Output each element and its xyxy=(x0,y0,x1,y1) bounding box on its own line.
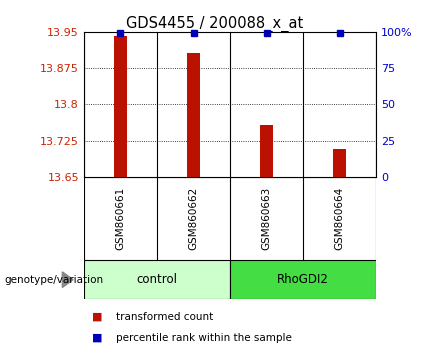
Text: ■: ■ xyxy=(92,312,103,322)
Text: control: control xyxy=(136,273,178,286)
Text: genotype/variation: genotype/variation xyxy=(4,275,104,285)
Text: GDS4455 / 200088_x_at: GDS4455 / 200088_x_at xyxy=(126,16,304,32)
Bar xyxy=(187,53,200,177)
Bar xyxy=(333,149,346,177)
Text: GSM860662: GSM860662 xyxy=(188,187,199,250)
Bar xyxy=(260,125,273,177)
Text: percentile rank within the sample: percentile rank within the sample xyxy=(116,333,292,343)
Text: transformed count: transformed count xyxy=(116,312,213,322)
Text: GSM860664: GSM860664 xyxy=(335,187,345,250)
Bar xyxy=(230,260,376,299)
Polygon shape xyxy=(62,272,73,287)
Bar xyxy=(114,36,127,177)
Bar xyxy=(84,260,230,299)
Text: ■: ■ xyxy=(92,333,103,343)
Text: RhoGDI2: RhoGDI2 xyxy=(277,273,329,286)
Text: GSM860663: GSM860663 xyxy=(261,187,272,250)
Text: GSM860661: GSM860661 xyxy=(115,187,126,250)
